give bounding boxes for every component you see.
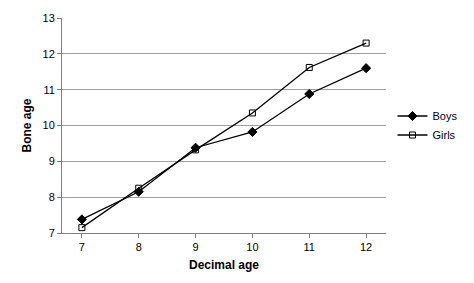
svg-text:Girls: Girls [432,129,455,141]
svg-text:9: 9 [49,155,55,167]
svg-text:8: 8 [49,191,55,203]
svg-text:11: 11 [304,241,315,253]
svg-text:10: 10 [43,119,55,131]
svg-text:13: 13 [43,12,55,24]
svg-text:8: 8 [136,241,142,253]
svg-text:11: 11 [43,84,54,96]
svg-text:12: 12 [43,48,55,60]
svg-text:12: 12 [360,241,372,253]
svg-text:9: 9 [193,241,199,253]
svg-text:Boys: Boys [432,110,457,122]
svg-text:10: 10 [246,241,258,253]
svg-text:7: 7 [79,241,85,253]
svg-text:Bone age: Bone age [20,98,34,152]
svg-text:Decimal age: Decimal age [189,258,259,272]
svg-text:7: 7 [49,227,55,239]
